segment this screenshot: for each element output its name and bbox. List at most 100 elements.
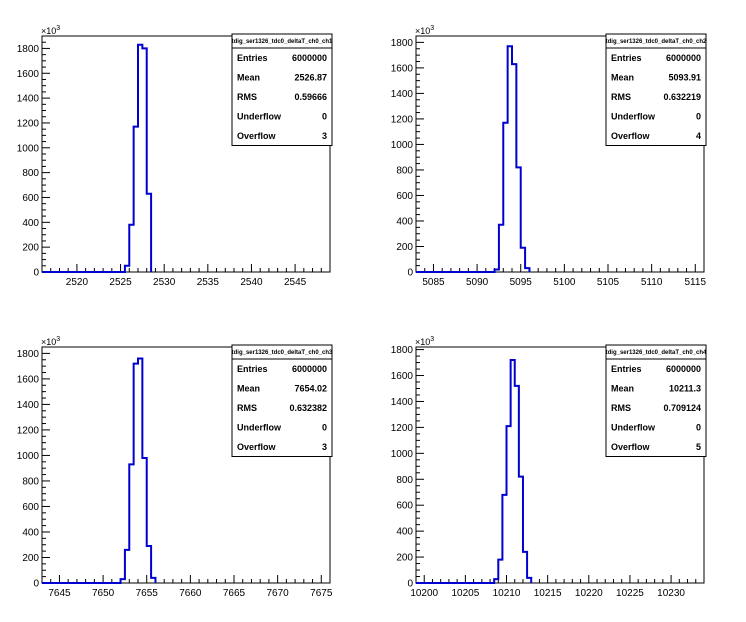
y-tick-label: 1800 xyxy=(391,345,414,356)
y-tick-label: 200 xyxy=(396,553,413,564)
stats-label: Mean xyxy=(237,384,260,394)
x-tick-label: 10225 xyxy=(616,588,644,599)
y-tick-label: 400 xyxy=(22,218,39,229)
x-tick-label: 10205 xyxy=(451,588,479,599)
y-tick-label: 1400 xyxy=(17,94,40,105)
x-tick-label: 5095 xyxy=(510,277,533,288)
y-tick-label: 1200 xyxy=(391,423,414,434)
x-tick-label: 5085 xyxy=(422,277,445,288)
x-tick-label: 5090 xyxy=(466,277,489,288)
y-tick-label: 0 xyxy=(407,268,413,279)
stats-value: 0 xyxy=(322,112,327,122)
x-tick-label: 7675 xyxy=(310,588,333,599)
stats-value: 2526.87 xyxy=(294,73,327,83)
stats-label: Overflow xyxy=(611,442,651,452)
y-tick-label: 1800 xyxy=(17,44,40,55)
stats-value: 0 xyxy=(696,423,701,433)
stats-value: 3 xyxy=(322,442,327,452)
stats-label: Mean xyxy=(611,73,634,83)
x-tick-label: 2525 xyxy=(109,277,132,288)
y-tick-label: 1200 xyxy=(391,114,414,125)
y-tick-label: 1400 xyxy=(17,400,40,411)
stats-value: 10211.3 xyxy=(669,384,701,394)
stats-value: 6000000 xyxy=(666,364,701,374)
y-tick-label: 600 xyxy=(396,191,413,202)
stats-label: RMS xyxy=(611,403,631,413)
y-tick-label: 1200 xyxy=(17,425,40,436)
y-tick-label: 1600 xyxy=(391,371,414,382)
stats-label: Entries xyxy=(237,364,268,374)
y-exponent-label: ×103 xyxy=(41,336,60,347)
stats-value: 5093.91 xyxy=(668,73,701,83)
x-tick-label: 7655 xyxy=(136,588,159,599)
y-tick-label: 1400 xyxy=(391,397,414,408)
stats-value: 0 xyxy=(322,423,327,433)
stats-box: tdig_ser1326_tdc0_deltaT_ch0_ch3 Entries 6… xyxy=(231,344,333,457)
stats-box: tdig_ser1326_tdc0_deltaT_ch0_ch1 Entries 6… xyxy=(231,33,333,146)
histogram-line xyxy=(42,43,153,273)
x-tick-label: 7670 xyxy=(267,588,290,599)
stats-box-frame xyxy=(231,33,333,146)
stats-value: 0.632382 xyxy=(289,403,327,413)
y-exponent-label: ×103 xyxy=(415,336,434,347)
stats-label: Overflow xyxy=(611,131,651,141)
stats-value: 6000000 xyxy=(666,53,701,63)
y-tick-label: 0 xyxy=(33,268,39,279)
stats-value: 0 xyxy=(696,112,701,122)
y-tick-label: 200 xyxy=(22,553,39,564)
x-tick-label: 5110 xyxy=(641,277,663,288)
y-tick-label: 400 xyxy=(396,216,413,227)
plot-frame xyxy=(415,346,705,584)
histogram-line xyxy=(416,358,533,584)
x-tick-label: 2535 xyxy=(197,277,220,288)
y-tick-label: 1000 xyxy=(17,143,40,154)
stats-box-frame xyxy=(605,33,707,146)
y-tick-label: 0 xyxy=(407,579,413,590)
histogram-panel: 0 200 400 600 800 1000 1200 1400 1600 1800 7645 765… xyxy=(17,336,333,599)
x-tick-label: 5100 xyxy=(553,277,576,288)
histogram-panel: 0 200 400 600 800 1000 1200 1400 1600 1800 10200 10… xyxy=(391,336,707,599)
x-tick-label: 7650 xyxy=(92,588,115,599)
y-exponent-label: ×103 xyxy=(41,25,60,36)
stats-box: tdig_ser1326_tdc0_deltaT_ch0_ch2 Entries 6… xyxy=(605,33,707,146)
stats-label: RMS xyxy=(611,92,631,102)
stats-label: Underflow xyxy=(611,112,656,122)
y-tick-label: 1800 xyxy=(17,349,40,360)
y-tick-label: 1000 xyxy=(391,140,414,151)
x-tick-label: 7665 xyxy=(223,588,246,599)
stats-label: Mean xyxy=(611,384,634,394)
stats-value: 0.59666 xyxy=(294,92,327,102)
stats-value: 0.632219 xyxy=(663,92,701,102)
y-tick-label: 400 xyxy=(22,527,39,538)
x-tick-label: 7645 xyxy=(48,588,71,599)
y-tick-label: 1200 xyxy=(17,118,40,129)
x-tick-label: 10230 xyxy=(657,588,685,599)
y-tick-label: 800 xyxy=(22,476,39,487)
y-exponent-label: ×103 xyxy=(415,25,434,36)
stats-label: Entries xyxy=(237,53,268,63)
stats-value: 4 xyxy=(696,131,701,141)
y-tick-label: 1600 xyxy=(391,63,414,74)
y-tick-label: 600 xyxy=(396,501,413,512)
stats-label: RMS xyxy=(237,403,257,413)
x-tick-label: 2540 xyxy=(240,277,263,288)
stats-box-frame xyxy=(231,344,333,457)
x-tick-label: 10215 xyxy=(534,588,562,599)
y-tick-label: 800 xyxy=(396,165,413,176)
histogram-panel: 0 200 400 600 800 1000 1200 1400 1600 1800 5085 509… xyxy=(391,25,707,288)
stats-label: Underflow xyxy=(237,112,282,122)
stats-label: Entries xyxy=(611,53,642,63)
y-tick-label: 1000 xyxy=(391,449,414,460)
y-tick-label: 0 xyxy=(33,579,39,590)
stats-label: Entries xyxy=(611,364,642,374)
x-tick-label: 10210 xyxy=(493,588,521,599)
histogram-panel: 0 200 400 600 800 1000 1200 1400 1600 1800 2520 252… xyxy=(17,25,333,288)
plot-frame xyxy=(41,346,331,584)
x-tick-label: 10220 xyxy=(575,588,603,599)
stats-box: tdig_ser1326_tdc0_deltaT_ch0_ch4 Entries 6… xyxy=(605,344,707,457)
stats-label: Overflow xyxy=(237,131,277,141)
y-tick-label: 400 xyxy=(396,527,413,538)
y-tick-label: 1000 xyxy=(17,451,40,462)
x-tick-label: 2545 xyxy=(284,277,307,288)
